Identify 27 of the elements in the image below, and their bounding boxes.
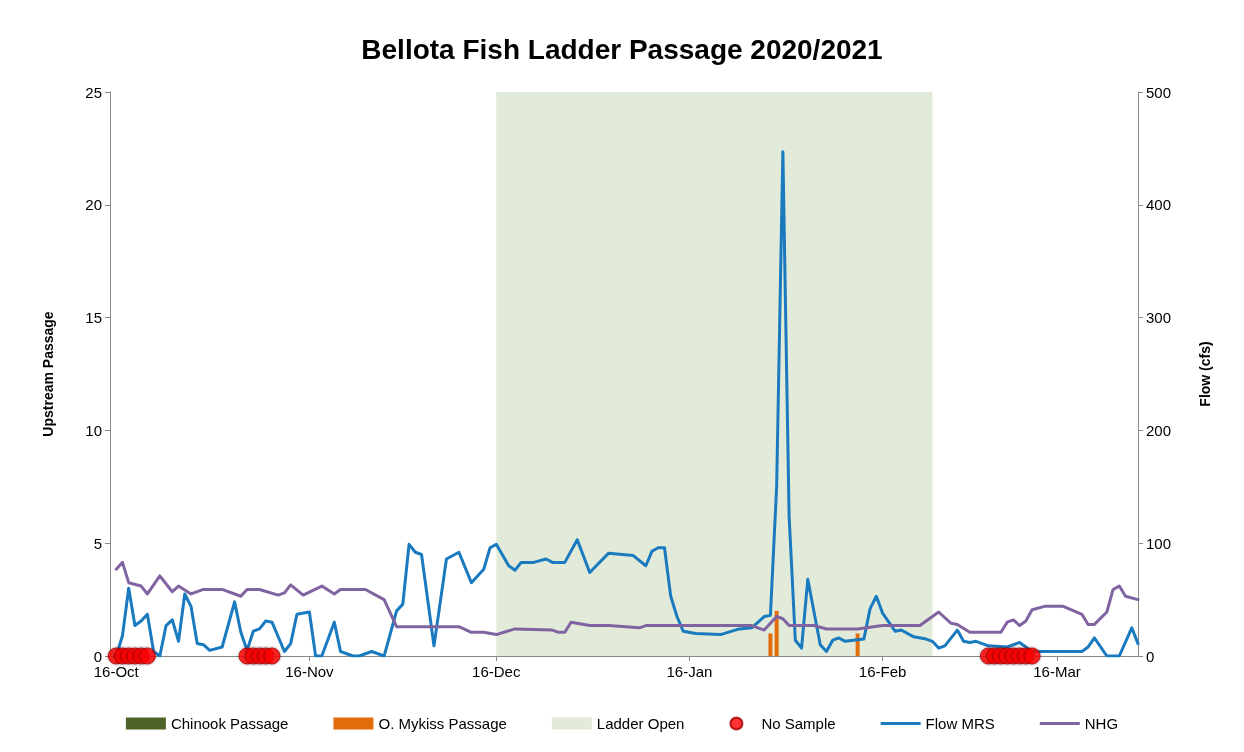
y-tick-label: 20 — [85, 196, 102, 214]
y2-tick-label: 500 — [1146, 83, 1172, 101]
y2-tick-label: 200 — [1146, 421, 1172, 439]
legend-label: No Sample — [761, 715, 836, 732]
y2-tick-label: 0 — [1146, 647, 1155, 665]
x-tick-label: 16-Dec — [472, 663, 521, 680]
x-tick-label: 16-Jan — [666, 663, 713, 680]
x-tick-label: 16-Nov — [285, 663, 335, 680]
legend-label: Ladder Open — [596, 715, 685, 732]
legend-label: O. Mykiss Passage — [378, 715, 507, 732]
y-tick-label: 15 — [85, 309, 102, 327]
x-tick-label: 16-Feb — [858, 663, 907, 680]
y-tick-label: 10 — [85, 421, 102, 439]
y2-tick-label: 400 — [1146, 196, 1172, 214]
y-tick-label: 5 — [93, 534, 102, 552]
y2-axis-title: Flow (cfs) — [1197, 341, 1213, 407]
legend-label: NHG — [1084, 715, 1119, 732]
y2-tick-label: 300 — [1146, 309, 1172, 327]
legend-label: Flow MRS — [925, 715, 995, 732]
y-tick-label: 0 — [93, 647, 102, 665]
y-axis-title: Upstream Passage — [40, 311, 56, 437]
x-tick-label: 16-Mar — [1033, 663, 1081, 680]
x-tick-label: 16-Oct — [93, 663, 140, 680]
y2-tick-label: 100 — [1146, 534, 1172, 552]
chart-title: Bellota Fish Ladder Passage 2020/2021 — [361, 33, 883, 65]
y-tick-label: 25 — [85, 83, 102, 101]
legend-label: Chinook Passage — [170, 715, 289, 732]
